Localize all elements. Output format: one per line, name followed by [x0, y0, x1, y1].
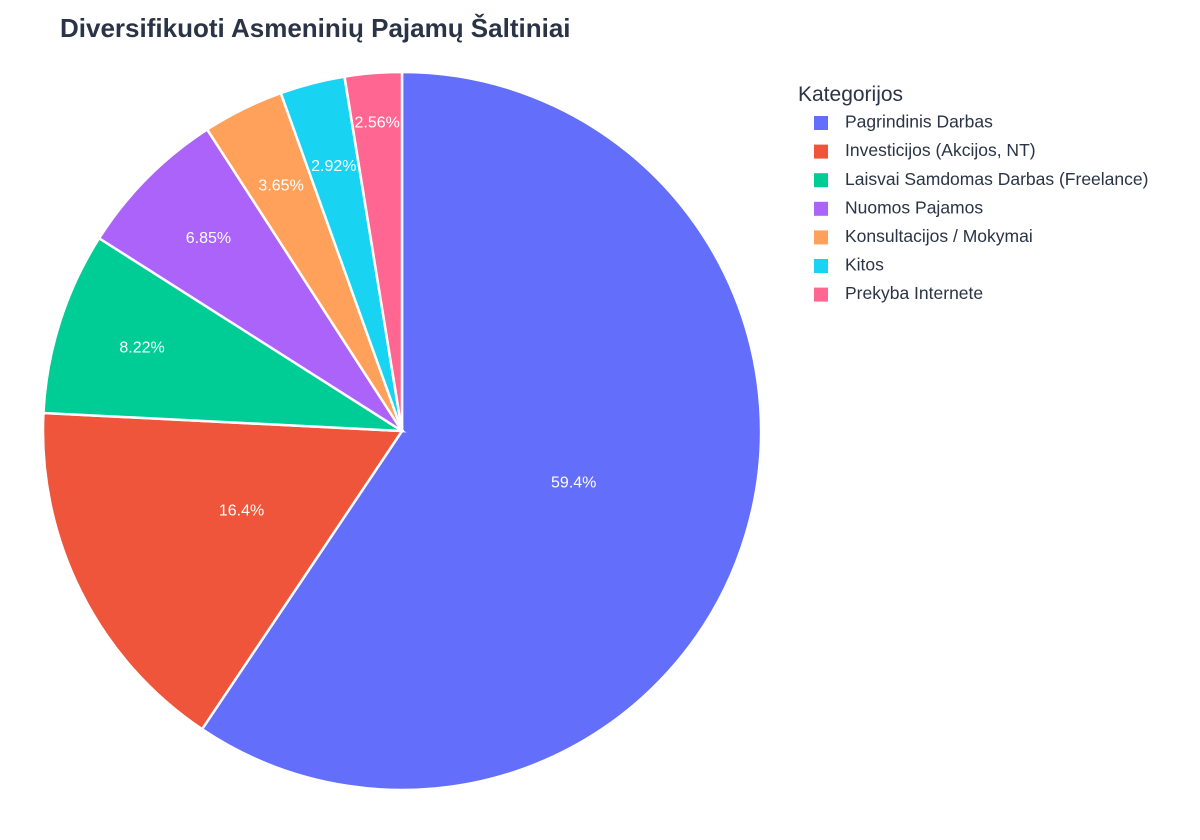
legend-label: Kitos — [845, 255, 884, 275]
slice-label-kitos: 2.92% — [311, 158, 356, 175]
legend-items: Pagrindinis Darbas Investicijos (Akcijos,… — [814, 112, 1148, 303]
legend-label: Laisvai Samdomas Darbas (Freelance) — [845, 169, 1148, 189]
legend-swatch — [814, 230, 828, 245]
legend-swatch — [814, 259, 828, 273]
slice-label-pagrindinis-darbas: 59.4% — [551, 474, 596, 491]
slice-label-investicijos-akcijos-nt: 16.4% — [219, 503, 264, 520]
slice-label-nuomos-pajamos: 6.85% — [186, 230, 231, 247]
pie-slices — [41, 70, 763, 792]
legend-swatch — [814, 287, 828, 302]
pie-slice-labels: 59.4% 16.4% 8.22% 6.85% 3.65% 2.92% 2.56% — [119, 114, 596, 519]
legend-item-kitos[interactable]: Kitos — [814, 255, 884, 275]
pie-slice-pagrindinis-darbas — [200, 70, 763, 792]
legend-swatch — [814, 201, 828, 216]
legend-item-prekyba-internete[interactable]: Prekyba Internete — [814, 283, 983, 303]
legend-label: Prekyba Internete — [845, 283, 983, 303]
legend-title: Kategorijos — [798, 83, 903, 106]
pie-slice-prekyba-internete — [343, 70, 404, 432]
pie-slice-laisvai-samdomas-darbas-freelance — [42, 236, 407, 433]
legend-swatch — [814, 173, 828, 188]
legend-swatch — [814, 116, 828, 130]
legend-label: Pagrindinis Darbas — [845, 112, 993, 132]
chart-title: Diversifikuoti Asmeninių Pajamų Šaltinia… — [60, 13, 571, 43]
pie-slice-investicijos-akcijos-nt — [41, 411, 405, 731]
legend-swatch — [814, 144, 828, 159]
legend-label: Konsultacijos / Mokymai — [845, 226, 1033, 246]
slice-label-prekyba-internete: 2.56% — [355, 114, 400, 131]
legend-item-pagrindinis-darbas[interactable]: Pagrindinis Darbas — [814, 112, 993, 132]
legend-item-nuomos-pajamos[interactable]: Nuomos Pajamos — [814, 197, 983, 217]
pie-slice-nuomos-pajamos — [97, 127, 404, 433]
legend-label: Nuomos Pajamos — [845, 197, 983, 217]
legend-item-konsultacijos-mokymai[interactable]: Konsultacijos / Mokymai — [814, 226, 1033, 246]
slice-label-laisvai-samdomas-darbas-freelance: 8.22% — [119, 339, 164, 356]
slice-label-konsultacijos-mokymai: 3.65% — [258, 178, 303, 195]
legend-item-laisvai-samdomas-darbas-freelance[interactable]: Laisvai Samdomas Darbas (Freelance) — [814, 169, 1148, 189]
legend-label: Investicijos (Akcijos, NT) — [845, 140, 1036, 160]
legend: Kategorijos Pagrindinis Darbas Investicij… — [798, 83, 1148, 303]
legend-item-investicijos-akcijos-nt[interactable]: Investicijos (Akcijos, NT) — [814, 140, 1036, 160]
